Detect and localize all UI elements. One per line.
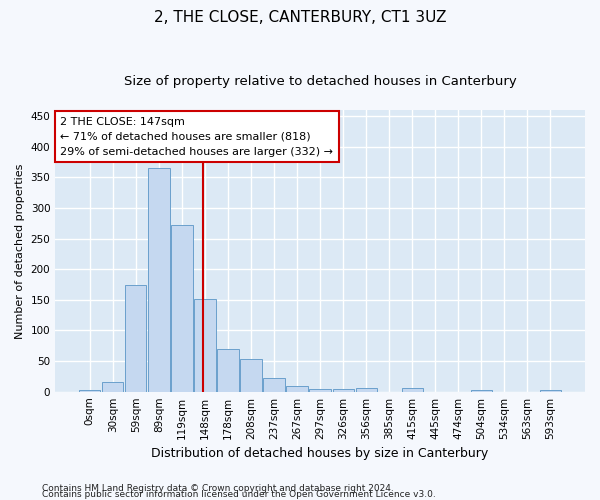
Bar [263, 378, 284, 392]
Bar [356, 388, 377, 392]
Text: Contains HM Land Registry data © Crown copyright and database right 2024.: Contains HM Land Registry data © Crown c… [42, 484, 394, 493]
Text: 2, THE CLOSE, CANTERBURY, CT1 3UZ: 2, THE CLOSE, CANTERBURY, CT1 3UZ [154, 10, 446, 25]
Bar [148, 168, 170, 392]
Title: Size of property relative to detached houses in Canterbury: Size of property relative to detached ho… [124, 75, 517, 88]
Bar [241, 358, 262, 392]
Bar [194, 299, 215, 392]
Bar [125, 284, 146, 392]
Text: Contains public sector information licensed under the Open Government Licence v3: Contains public sector information licen… [42, 490, 436, 499]
Bar [172, 225, 193, 392]
Y-axis label: Number of detached properties: Number of detached properties [15, 163, 25, 338]
Bar [79, 390, 100, 392]
Bar [217, 349, 239, 392]
Bar [286, 386, 308, 392]
Bar [540, 390, 561, 392]
Bar [332, 388, 353, 392]
Bar [102, 382, 124, 392]
Text: 2 THE CLOSE: 147sqm
← 71% of detached houses are smaller (818)
29% of semi-detac: 2 THE CLOSE: 147sqm ← 71% of detached ho… [61, 117, 334, 156]
Bar [401, 388, 423, 392]
Bar [310, 388, 331, 392]
X-axis label: Distribution of detached houses by size in Canterbury: Distribution of detached houses by size … [151, 447, 489, 460]
Bar [470, 390, 492, 392]
